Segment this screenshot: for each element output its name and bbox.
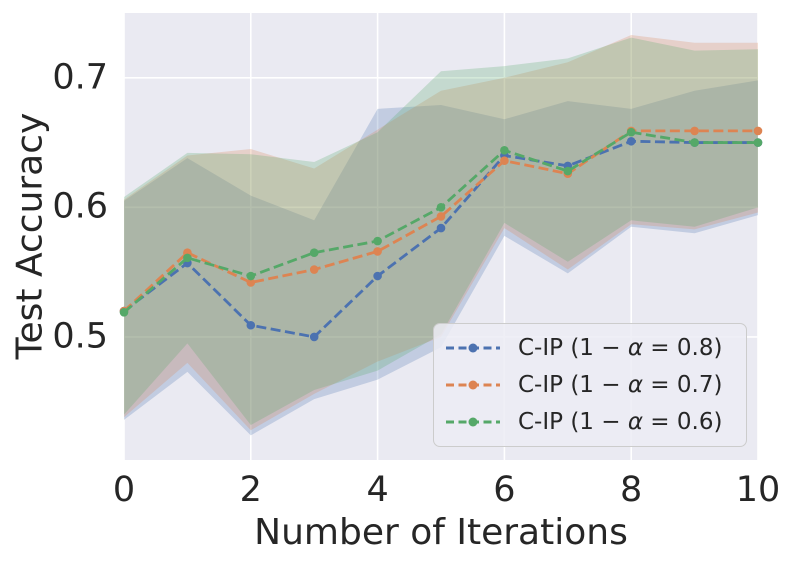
data-point bbox=[246, 278, 256, 287]
y-tick-label: 0.7 bbox=[52, 57, 108, 98]
data-point bbox=[436, 212, 446, 221]
x-tick-label: 10 bbox=[735, 470, 781, 510]
x-axis-label: Number of Iterations bbox=[254, 512, 628, 553]
legend-label: C-IP (1 − α = 0.7) bbox=[518, 371, 723, 398]
data-point bbox=[119, 307, 129, 317]
data-point bbox=[626, 127, 636, 137]
series-markers-2 bbox=[119, 127, 763, 317]
legend-label: C-IP (1 − α = 0.6) bbox=[518, 408, 723, 435]
legend-line-sample-orange bbox=[446, 380, 500, 390]
legend-marker bbox=[468, 343, 478, 353]
x-tick-label: 8 bbox=[620, 470, 643, 510]
y-tick-label: 0.6 bbox=[52, 186, 108, 227]
data-point bbox=[183, 253, 192, 263]
x-tick-label: 4 bbox=[366, 470, 389, 510]
legend-label: C-IP (1 − α = 0.8) bbox=[518, 335, 723, 362]
legend-line-sample-blue bbox=[446, 343, 500, 353]
data-point bbox=[246, 320, 256, 330]
data-point bbox=[500, 156, 509, 166]
confidence-band-1 bbox=[124, 35, 758, 431]
data-point bbox=[690, 138, 699, 147]
legend-line-sample-green bbox=[446, 417, 500, 427]
legend-marker bbox=[468, 380, 478, 390]
x-tick-label: 0 bbox=[112, 470, 136, 510]
confidence-band-0 bbox=[124, 80, 758, 436]
series-line-1 bbox=[123, 129, 758, 313]
legend-item-alpha-0.6: C-IP (1 − α = 0.6) bbox=[444, 409, 736, 435]
x-tick-label: 2 bbox=[239, 470, 262, 510]
data-point bbox=[309, 332, 319, 342]
data-point bbox=[309, 248, 319, 257]
data-point bbox=[753, 138, 763, 147]
data-point bbox=[626, 136, 636, 146]
legend-marker bbox=[468, 417, 478, 427]
data-point bbox=[500, 146, 509, 155]
legend-item-alpha-0.7: C-IP (1 − α = 0.7) bbox=[444, 372, 736, 398]
data-point bbox=[563, 166, 573, 176]
data-point bbox=[753, 126, 763, 136]
y-tick-label: 0.5 bbox=[52, 316, 108, 357]
data-point bbox=[373, 247, 382, 256]
data-point bbox=[246, 271, 256, 281]
legend-item-alpha-0.8: C-IP (1 − α = 0.8) bbox=[444, 335, 736, 361]
data-point bbox=[373, 271, 382, 281]
data-point bbox=[436, 203, 446, 212]
data-point bbox=[690, 126, 699, 136]
data-point bbox=[309, 265, 319, 274]
data-point bbox=[373, 236, 382, 246]
legend: C-IP (1 − α = 0.8) C-IP (1 − α = 0.7) C-… bbox=[433, 323, 747, 447]
x-tick-label: 6 bbox=[493, 470, 516, 510]
data-point bbox=[436, 223, 446, 233]
